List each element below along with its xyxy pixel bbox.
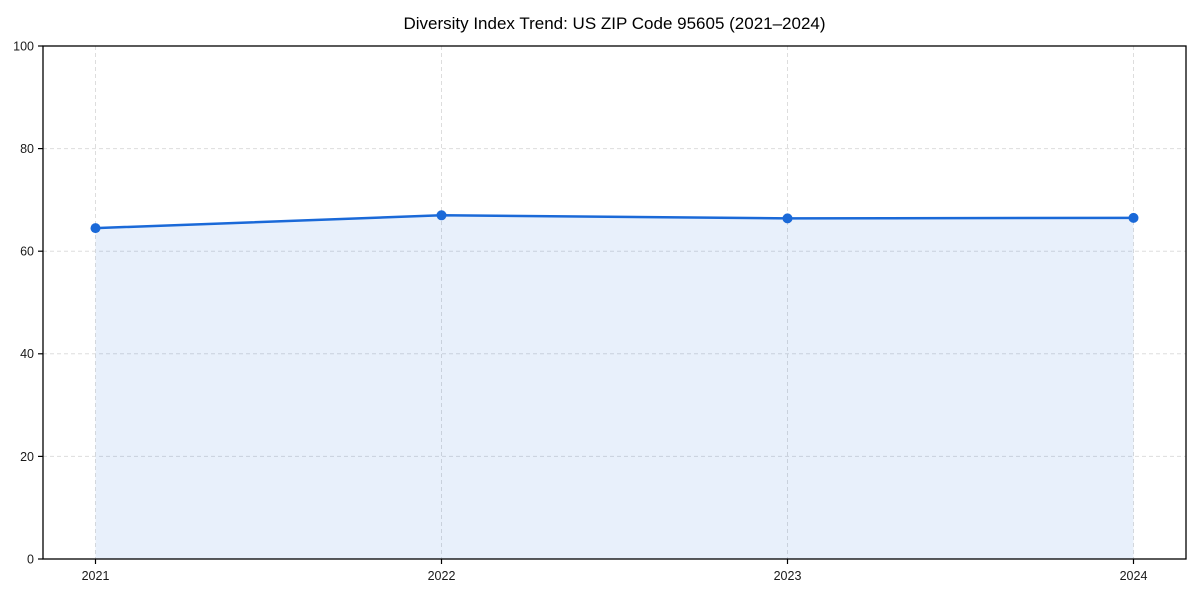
data-point-marker — [90, 223, 101, 234]
data-point-marker — [436, 210, 447, 221]
x-tick-label: 2023 — [774, 569, 802, 583]
y-tick-label: 40 — [20, 347, 34, 361]
x-tick-label: 2024 — [1120, 569, 1148, 583]
area-fill — [95, 215, 1134, 560]
y-tick-label: 0 — [27, 552, 34, 566]
chart-title: Diversity Index Trend: US ZIP Code 95605… — [403, 14, 826, 33]
data-point-marker — [782, 213, 793, 224]
x-tick-label: 2022 — [428, 569, 456, 583]
y-tick-label: 20 — [20, 450, 34, 464]
y-tick-label: 80 — [20, 142, 34, 156]
y-tick-label: 100 — [13, 39, 34, 53]
trend-line — [94, 214, 1135, 230]
x-tick-label: 2021 — [82, 569, 110, 583]
axes-frame — [42, 45, 1187, 560]
y-tick-label: 60 — [20, 245, 34, 259]
data-point-marker — [1128, 212, 1139, 223]
